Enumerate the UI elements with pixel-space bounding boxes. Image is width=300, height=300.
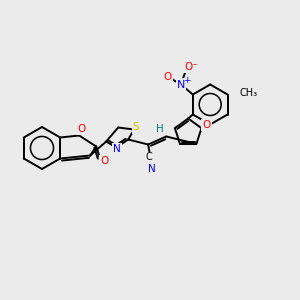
Text: N: N xyxy=(113,145,121,154)
Text: CH₃: CH₃ xyxy=(239,88,258,98)
Text: O: O xyxy=(164,71,172,82)
Text: H: H xyxy=(156,124,164,134)
Text: O: O xyxy=(77,124,85,134)
Text: O: O xyxy=(100,157,108,166)
Text: S: S xyxy=(133,122,140,133)
Text: C: C xyxy=(146,152,153,163)
Text: O: O xyxy=(202,120,211,130)
Text: -: - xyxy=(193,59,197,70)
Text: O: O xyxy=(185,61,193,71)
Text: N: N xyxy=(148,164,156,175)
Text: +: + xyxy=(183,76,190,85)
Text: N: N xyxy=(177,80,185,89)
